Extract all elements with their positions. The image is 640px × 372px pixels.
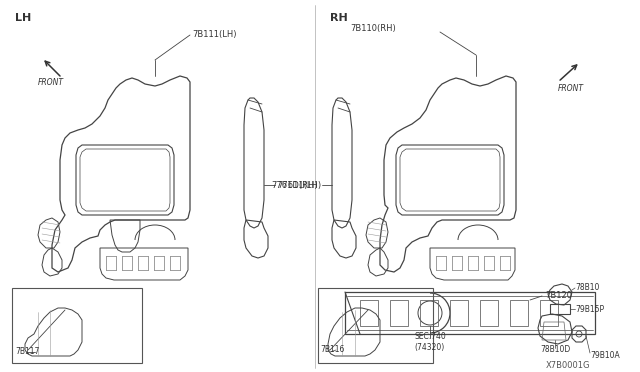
Text: 79B15P: 79B15P <box>575 305 604 314</box>
Text: 7B111(LH): 7B111(LH) <box>192 29 237 38</box>
Text: 7B116: 7B116 <box>320 346 344 355</box>
Text: 78B10: 78B10 <box>575 283 600 292</box>
Text: LH: LH <box>15 13 31 23</box>
Text: 7B110(RH): 7B110(RH) <box>350 23 396 32</box>
Text: FRONT: FRONT <box>38 77 64 87</box>
Text: FRONT: FRONT <box>558 83 584 93</box>
Text: 7761D(RH): 7761D(RH) <box>271 180 318 189</box>
Text: 77611(LH): 77611(LH) <box>277 180 321 189</box>
Text: 78B10D: 78B10D <box>540 346 570 355</box>
Text: 7B120: 7B120 <box>545 291 572 299</box>
Text: 79B10A: 79B10A <box>590 350 620 359</box>
Text: RH: RH <box>330 13 348 23</box>
Text: 7B117: 7B117 <box>15 347 40 356</box>
Text: SEC.740
(74320): SEC.740 (74320) <box>414 332 446 352</box>
Text: X7B0001G: X7B0001G <box>545 360 590 369</box>
